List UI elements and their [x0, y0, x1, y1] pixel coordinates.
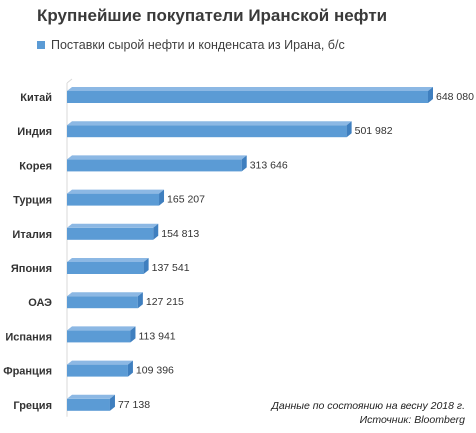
bar-front-7	[67, 296, 138, 309]
bar-top-10	[67, 394, 115, 399]
bar-side-6	[143, 258, 149, 274]
category-label-4: Турция	[13, 195, 52, 207]
bar-3	[67, 155, 247, 172]
footnote: Данные по состоянию на весну 2018 г. Ист…	[272, 399, 466, 427]
category-label-9: Франция	[3, 366, 52, 378]
value-label-2: 501 982	[355, 125, 393, 137]
category-label-1: Китай	[20, 92, 52, 104]
axis-depth-line	[66, 78, 73, 84]
bar-front-2	[67, 125, 347, 138]
category-label-2: Индия	[17, 126, 52, 138]
bar-5	[67, 223, 159, 240]
bar-top-9	[67, 360, 133, 365]
chart-title: Крупнейшие покупатели Иранской нефти	[37, 6, 388, 25]
footnote-source: Источник: Bloomberg	[359, 414, 465, 426]
bar-side-2	[346, 121, 352, 138]
bar-side-3	[241, 155, 247, 172]
bar-7	[67, 292, 143, 309]
bar-4	[67, 189, 165, 206]
category-label-10: Греция	[13, 400, 52, 412]
bar-front-3	[67, 159, 242, 172]
bar-side-4	[159, 189, 165, 206]
bar-side-5	[153, 223, 159, 240]
bar-1	[67, 87, 433, 103]
value-label-6: 137 541	[152, 262, 190, 274]
bar-top-7	[67, 292, 143, 297]
bar-top-2	[67, 121, 352, 126]
footnote-date: Данные по состоянию на весну 2018 г.	[271, 400, 466, 412]
bar-front-6	[67, 262, 144, 274]
bar-9	[67, 360, 133, 377]
bar-front-9	[67, 364, 128, 377]
value-label-10: 77 138	[118, 399, 150, 411]
bar-top-8	[67, 326, 136, 331]
value-label-7: 127 215	[146, 296, 184, 308]
bar-side-1	[428, 87, 433, 103]
legend-label: Поставки сырой нефти и конденсата из Ира…	[51, 38, 345, 52]
bar-2	[67, 121, 352, 138]
bar-side-9	[127, 360, 133, 377]
value-label-9: 109 396	[136, 365, 174, 377]
legend-swatch	[37, 41, 45, 49]
bar-side-10	[109, 394, 115, 411]
bar-front-8	[67, 330, 131, 343]
bar-8	[67, 326, 136, 343]
value-label-8: 113 941	[138, 330, 175, 342]
value-label-5: 154 813	[161, 228, 199, 240]
value-label-4: 165 207	[167, 194, 205, 206]
bar-top-3	[67, 155, 247, 160]
bar-10	[67, 394, 115, 411]
bar-6	[67, 258, 149, 274]
bar-side-8	[130, 326, 136, 343]
bar-top-6	[67, 258, 149, 262]
category-label-5: Италия	[12, 229, 52, 241]
bar-side-7	[137, 292, 143, 309]
chart-legend: Поставки сырой нефти и конденсата из Ира…	[37, 38, 345, 52]
bar-front-5	[67, 227, 154, 240]
bar-front-1	[67, 91, 428, 103]
value-label-1: 648 080	[436, 91, 474, 103]
category-label-8: Испания	[5, 331, 52, 343]
bar-top-1	[67, 87, 433, 91]
bar-front-10	[67, 398, 110, 411]
bar-top-5	[67, 223, 159, 228]
value-label-3: 313 646	[250, 159, 288, 171]
category-label-6: Япония	[11, 263, 52, 275]
category-label-7: ОАЭ	[28, 297, 52, 309]
category-label-3: Корея	[19, 160, 52, 172]
bar-top-4	[67, 189, 165, 194]
bar-front-4	[67, 193, 160, 206]
